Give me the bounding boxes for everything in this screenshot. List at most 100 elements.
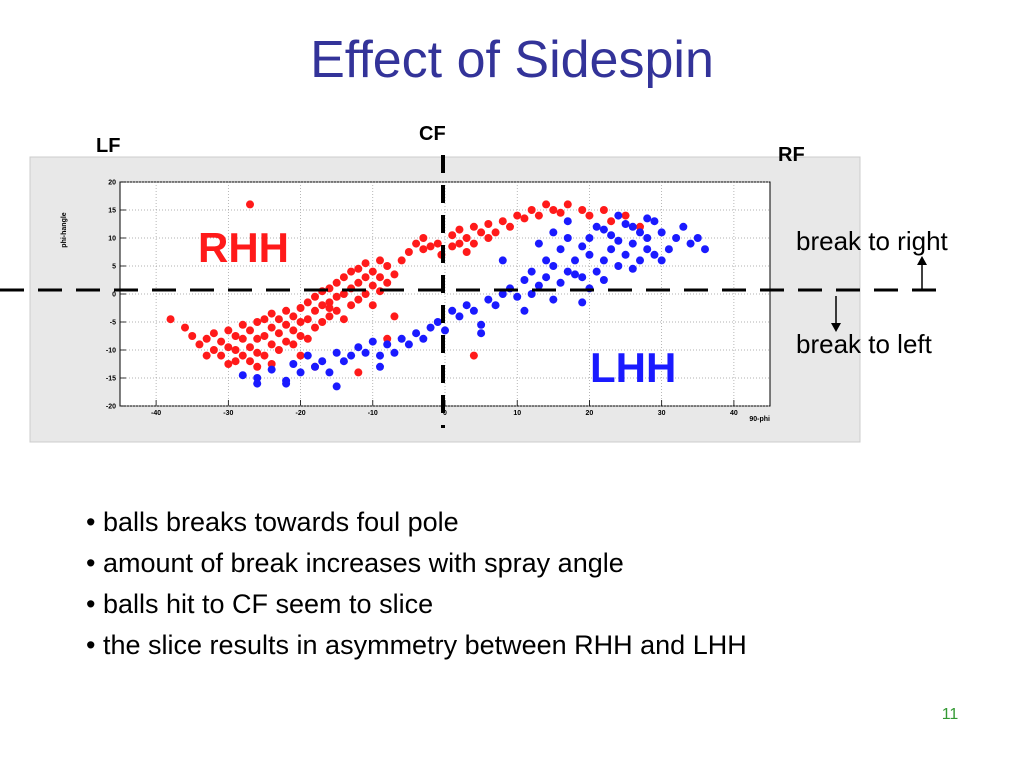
rhh-point bbox=[282, 337, 291, 346]
rhh-point bbox=[621, 211, 630, 220]
rhh-point bbox=[325, 304, 334, 312]
rhh-point bbox=[469, 239, 478, 248]
rhh-point bbox=[339, 315, 348, 324]
x-tick-label: 10 bbox=[513, 410, 521, 417]
lhh-point bbox=[498, 256, 507, 265]
rhh-point bbox=[368, 301, 377, 310]
rhh-point bbox=[246, 357, 254, 366]
rhh-point bbox=[325, 312, 334, 321]
rhh-point bbox=[607, 217, 616, 226]
rhh-point bbox=[318, 301, 327, 310]
bullet-list: balls breaks towards foul pole amount of… bbox=[86, 502, 747, 666]
rhh-point bbox=[181, 323, 189, 332]
lhh-point bbox=[332, 382, 341, 391]
lhh-point bbox=[534, 239, 543, 248]
lhh-point bbox=[563, 267, 572, 276]
lhh-point bbox=[433, 318, 442, 326]
lhh-point bbox=[491, 301, 500, 310]
lhh-point bbox=[621, 220, 630, 228]
lhh-point bbox=[296, 368, 305, 377]
rhh-point bbox=[455, 239, 464, 248]
rhh-point bbox=[354, 295, 363, 304]
rhh-point bbox=[303, 334, 312, 343]
x-tick-label: -40 bbox=[151, 410, 161, 417]
rhh-point bbox=[224, 343, 233, 352]
rhh-point bbox=[390, 312, 399, 321]
rhh-point bbox=[636, 222, 644, 231]
lhh-point bbox=[701, 245, 709, 254]
x-tick-label: -30 bbox=[223, 410, 233, 417]
lhh-point bbox=[238, 371, 247, 380]
y-tick-label: -5 bbox=[110, 320, 116, 327]
lhh-point bbox=[549, 262, 558, 270]
rhh-point bbox=[354, 278, 363, 287]
rhh-point bbox=[484, 220, 493, 228]
rf-label: RF bbox=[778, 144, 805, 166]
lhh-point bbox=[628, 239, 637, 248]
rhh-point bbox=[332, 306, 341, 315]
slide-title: Effect of Sidespin bbox=[310, 31, 714, 89]
lf-label: LF bbox=[96, 135, 120, 157]
rhh-point bbox=[433, 239, 442, 248]
rhh-point bbox=[412, 239, 421, 248]
x-tick-label: 0 bbox=[443, 410, 447, 417]
lhh-point bbox=[289, 360, 298, 368]
rhh-point bbox=[253, 318, 262, 326]
rhh-point bbox=[274, 329, 283, 338]
rhh-point bbox=[455, 225, 464, 234]
rhh-point bbox=[303, 315, 312, 324]
rhh-point bbox=[246, 200, 254, 209]
rhh-point bbox=[282, 320, 291, 329]
rhh-point bbox=[448, 242, 457, 251]
lhh-point bbox=[636, 228, 644, 237]
rhh-point bbox=[513, 211, 522, 220]
rhh-point bbox=[361, 290, 370, 298]
rhh-point bbox=[217, 337, 226, 346]
lhh-point bbox=[693, 234, 702, 242]
lhh-point bbox=[477, 320, 486, 329]
lhh-point bbox=[657, 256, 666, 265]
rhh-point bbox=[347, 301, 356, 310]
rhh-point bbox=[260, 315, 269, 324]
lhh-point bbox=[354, 343, 363, 352]
lhh-point bbox=[650, 217, 659, 226]
lhh-point bbox=[426, 323, 435, 332]
rhh-point bbox=[296, 351, 305, 360]
bullet-item: balls hit to CF seem to slice bbox=[86, 584, 747, 625]
y-tick-label: -15 bbox=[106, 376, 116, 383]
lhh-point bbox=[664, 245, 673, 254]
rhh-point bbox=[469, 222, 478, 231]
break-left-annotation: break to left bbox=[796, 329, 933, 359]
rhh-point bbox=[274, 346, 283, 354]
rhh-point bbox=[311, 323, 319, 332]
rhh-point bbox=[332, 278, 341, 287]
rhh-point bbox=[296, 318, 305, 326]
y-tick-label: 15 bbox=[108, 208, 116, 215]
lhh-point bbox=[549, 295, 558, 304]
lhh-point bbox=[448, 306, 457, 315]
rhh-point bbox=[549, 206, 558, 214]
rhh-point bbox=[383, 334, 392, 343]
rhh-point bbox=[368, 281, 377, 290]
x-tick-label: 20 bbox=[586, 410, 594, 417]
lhh-point bbox=[571, 256, 579, 265]
rhh-point bbox=[238, 351, 247, 360]
rhh-point bbox=[195, 340, 204, 349]
lhh-point bbox=[477, 329, 486, 338]
lhh-point bbox=[585, 234, 594, 242]
lhh-point bbox=[311, 362, 319, 371]
lhh-point bbox=[498, 290, 507, 298]
x-tick-label: -20 bbox=[295, 410, 305, 417]
rhh-point bbox=[289, 326, 298, 335]
lhh-point bbox=[455, 312, 464, 321]
lhh-point bbox=[657, 228, 666, 237]
lhh-point bbox=[347, 351, 356, 360]
rhh-point bbox=[397, 256, 406, 265]
lhh-point bbox=[469, 306, 478, 315]
rhh-point bbox=[253, 362, 262, 371]
rhh-point bbox=[419, 234, 428, 242]
lhh-point bbox=[578, 242, 587, 251]
lhh-point bbox=[607, 231, 616, 240]
rhh-point bbox=[376, 273, 384, 282]
